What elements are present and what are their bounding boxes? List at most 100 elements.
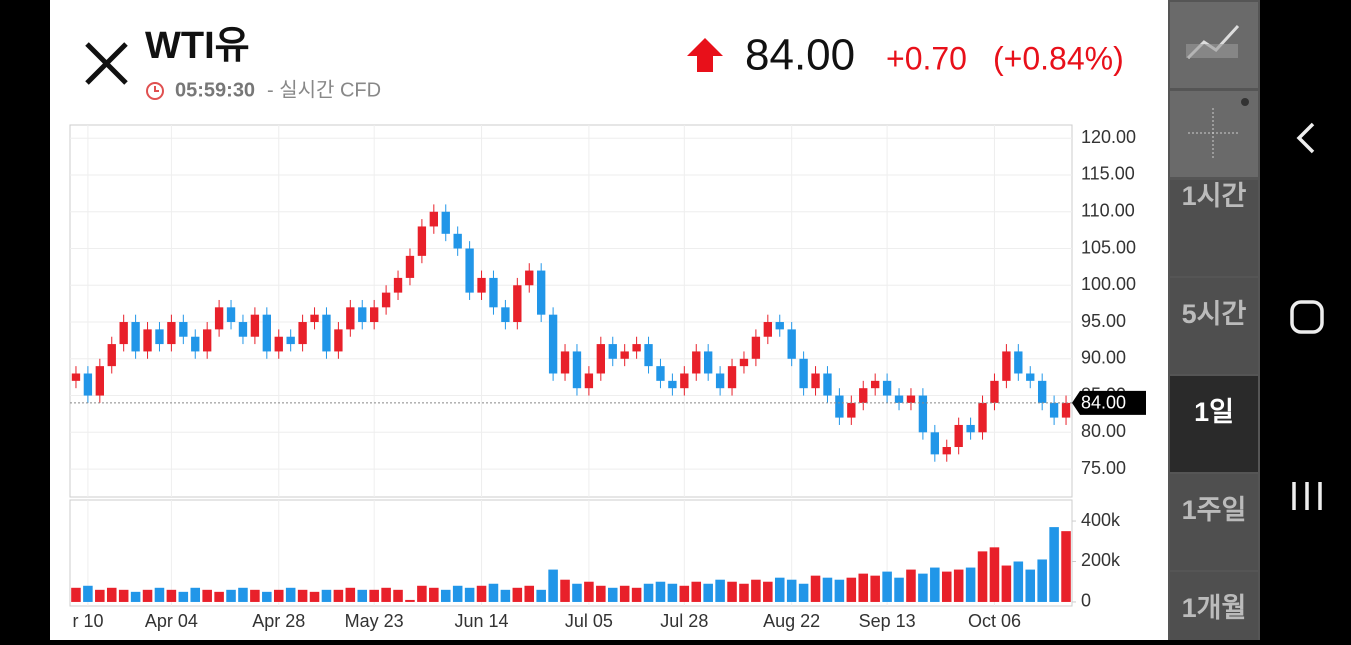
candle-body [214, 307, 224, 330]
timeframe-selected[interactable] [1170, 376, 1258, 472]
x-tick-label: Jul 05 [565, 611, 613, 631]
price-panel [69, 124, 1073, 498]
timeframe-bg[interactable] [1170, 278, 1258, 374]
candle-body [715, 373, 725, 389]
candle-body [489, 277, 498, 308]
candle-body [358, 307, 367, 323]
timeframe-label[interactable]: 1개월 [1182, 593, 1247, 623]
volume-bar [870, 575, 880, 602]
candle-body [143, 329, 152, 352]
candle-body [155, 329, 164, 345]
volume-bar [1037, 559, 1047, 602]
candle-body [83, 373, 93, 396]
volume-bar [476, 585, 487, 602]
candle-body [119, 322, 128, 345]
candle-body [393, 277, 403, 293]
timeframe-label[interactable]: 1시간 [1182, 181, 1247, 211]
candle-body [417, 226, 427, 256]
volume-bar [405, 599, 415, 602]
close-button[interactable] [85, 42, 128, 85]
timeframe-label[interactable]: 5시간 [1182, 299, 1247, 329]
volume-bar [381, 587, 391, 602]
volume-bar [250, 589, 260, 602]
volume-bar [524, 585, 535, 602]
candle-body [1061, 402, 1071, 418]
volume-bar [774, 577, 785, 602]
volume-bar [393, 589, 403, 602]
candle-body [835, 395, 844, 418]
volume-bar [83, 585, 93, 602]
candle-body [954, 424, 963, 448]
volume-bar [190, 587, 201, 602]
volume-bar [977, 551, 988, 602]
home-button[interactable] [1290, 300, 1324, 334]
candle-body [847, 402, 856, 418]
candle-body [596, 344, 605, 374]
volume-bar [619, 585, 630, 602]
volume-bar [142, 589, 153, 602]
volume-bar [417, 585, 427, 602]
volume-bar [106, 587, 117, 602]
volume-bar [643, 583, 654, 602]
candle-body [537, 270, 546, 315]
volume-bar [918, 573, 928, 602]
candle-body [692, 351, 701, 374]
volume-tick-label: 200k [1081, 550, 1121, 570]
volume-bar [154, 587, 165, 602]
candle-body [584, 373, 594, 389]
volume-bar [452, 585, 463, 602]
plot: r 10 Apr 04 Apr 28 May 23 Jun 14 Jul 05 Jul 28… [70, 125, 1146, 631]
candle-body [799, 358, 808, 389]
volume-bar [715, 579, 725, 602]
back-button[interactable] [1296, 122, 1315, 154]
candle-body [620, 351, 629, 359]
candle-body [1049, 402, 1059, 418]
volume-bar [429, 587, 439, 602]
candle-body [286, 336, 295, 345]
candle-body [334, 329, 343, 352]
timeframe-label[interactable]: 1주일 [1182, 495, 1247, 525]
candle-body [763, 322, 772, 337]
time: 05:59:30 [175, 79, 255, 101]
crosshair-button[interactable] [1170, 91, 1258, 177]
candle-body [274, 336, 283, 352]
candle-body [572, 351, 582, 389]
volume-bar [536, 589, 546, 602]
volume-bar [667, 583, 678, 602]
candle-body [298, 322, 307, 345]
y-tick-label: 75.00 [1081, 458, 1126, 478]
volume-bar [285, 587, 296, 602]
candle-body [644, 344, 653, 367]
candle-body [871, 380, 880, 389]
candle-body [918, 395, 928, 433]
timeframe-bg[interactable] [1170, 180, 1258, 276]
candle-body [453, 233, 462, 249]
content-bg [50, 0, 1168, 640]
title: WTI유 [145, 25, 250, 67]
timeframe-label[interactable]: 1일 [1194, 397, 1234, 427]
volume-bar [178, 591, 189, 602]
volume-bar [118, 589, 129, 602]
volume-bar [965, 567, 976, 602]
timeframe-bg[interactable] [1170, 474, 1258, 570]
volume-bar [607, 587, 618, 602]
candle-body [525, 270, 534, 286]
chart-type-button[interactable] [1170, 2, 1258, 88]
volume-bar [1025, 569, 1036, 602]
candle-body [882, 380, 892, 396]
volume-bar [572, 583, 582, 602]
volume-bar [1013, 561, 1024, 602]
recents-button[interactable] [1292, 482, 1322, 510]
timeframe-bg[interactable] [1170, 572, 1258, 645]
volume-bar [345, 587, 356, 602]
candle-body [632, 344, 641, 352]
volume-bar [584, 581, 594, 602]
volume-bar [703, 583, 713, 602]
x-tick-label: May 23 [345, 611, 404, 631]
volume-bar [214, 591, 224, 602]
candle-body [727, 366, 737, 389]
volume-bar [369, 589, 379, 602]
volume-bar [906, 569, 916, 602]
